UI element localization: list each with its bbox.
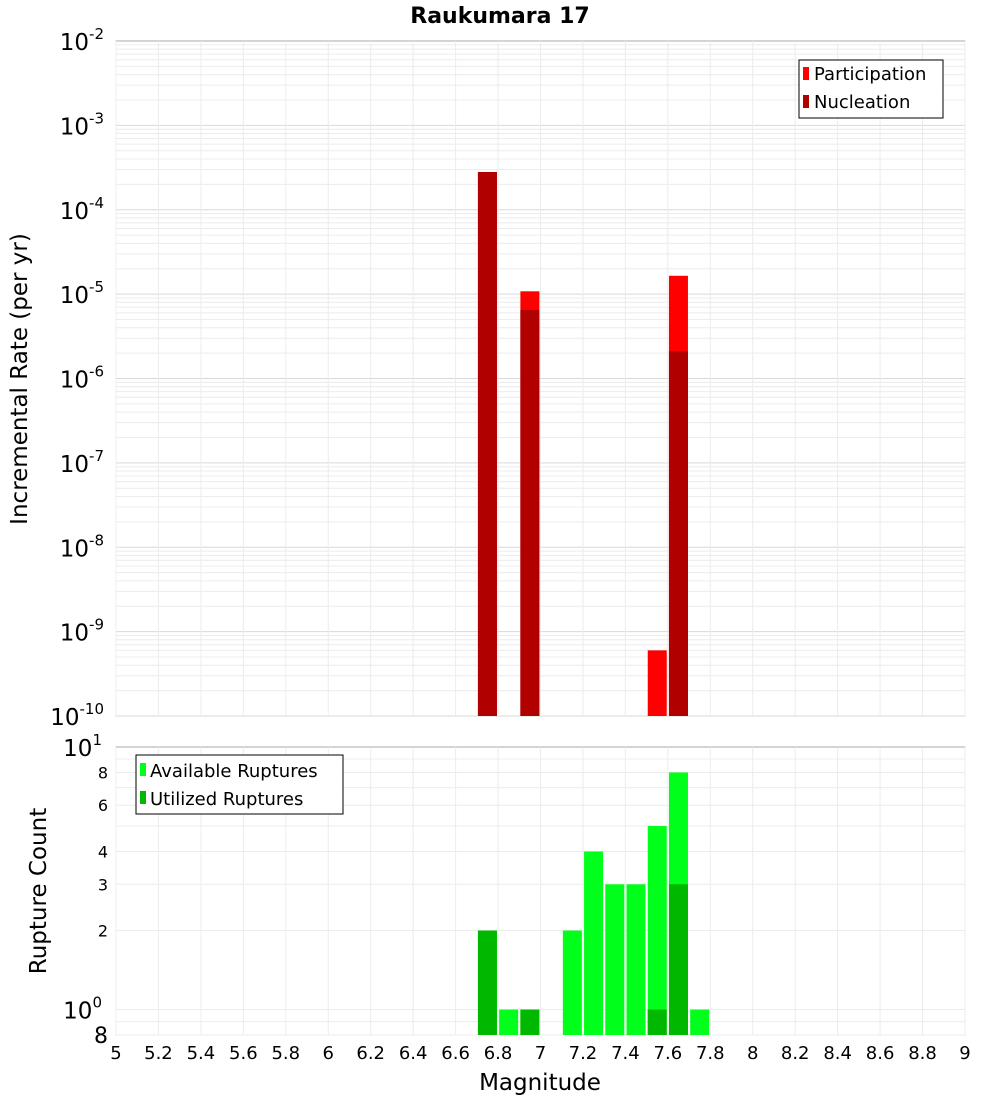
x-tick-label: 8 xyxy=(747,1043,758,1064)
rate-bars xyxy=(477,172,688,716)
utilized-rupture-bar xyxy=(647,1009,667,1035)
x-tick-label: 6.6 xyxy=(441,1043,470,1064)
x-tick-label: 5 xyxy=(110,1043,121,1064)
available-legend-label: Available Ruptures xyxy=(150,761,318,782)
x-tick-label: 5.2 xyxy=(144,1043,173,1064)
nucleation-legend-label: Nucleation xyxy=(814,92,910,113)
participation-bar xyxy=(647,650,667,716)
rate-y-tick-label: 10-2 xyxy=(60,25,104,56)
rate-y-tick-label: 10-10 xyxy=(50,700,104,731)
x-ticks: 5 5.2 5.4 5.6 5.8 6 6.2 6.4 6.6 6.8 7 7.2 7.4 7.6 7.8 8… xyxy=(110,1043,970,1064)
rate-y-tick-label: 10-7 xyxy=(60,447,104,478)
available-rupture-bar xyxy=(626,884,646,1035)
available-rupture-bar xyxy=(562,930,582,1035)
available-rupture-bar xyxy=(584,851,604,1035)
x-tick-label: 7 xyxy=(535,1043,546,1064)
available-legend-swatch xyxy=(140,763,146,776)
count-legend-box xyxy=(135,754,344,815)
count-y-tick-label: 2 xyxy=(98,922,108,941)
x-tick-label: 5.8 xyxy=(271,1043,300,1064)
x-tick-label: 6.4 xyxy=(399,1043,428,1064)
available-rupture-bar xyxy=(690,1009,710,1035)
utilized-rupture-bar xyxy=(477,930,497,1035)
rate-y-axis-label: Incremental Rate (per yr) xyxy=(7,233,33,525)
available-rupture-bar xyxy=(605,884,625,1035)
x-tick-label: 5.6 xyxy=(229,1043,258,1064)
utilized-rupture-bar xyxy=(668,884,688,1035)
participation-legend-swatch xyxy=(803,67,809,80)
x-tick-label: 8.4 xyxy=(823,1043,852,1064)
rate-y-tick-label: 10-5 xyxy=(60,278,104,309)
utilized-rupture-bar xyxy=(520,1009,540,1035)
rate-y-ticks: 10-2 10-3 10-4 10-5 10-6 10-7 10-8 10-9 10-10 xyxy=(50,25,104,731)
count-y-tick-label: 8 xyxy=(94,1024,108,1049)
x-tick-label: 8.8 xyxy=(908,1043,937,1064)
x-tick-label: 8.6 xyxy=(866,1043,895,1064)
nucleation-bar xyxy=(668,351,688,716)
count-y-tick-label: 4 xyxy=(98,842,108,861)
count-y-axis-label: Rupture Count xyxy=(26,808,52,974)
x-tick-label: 6 xyxy=(323,1043,334,1064)
x-tick-label: 7.2 xyxy=(569,1043,598,1064)
available-rupture-bar xyxy=(499,1009,519,1035)
x-tick-label: 6.2 xyxy=(356,1043,385,1064)
rate-legend: Participation Nucleation xyxy=(798,59,944,119)
x-axis-label: Magnitude xyxy=(479,1070,601,1096)
x-tick-label: 7.6 xyxy=(654,1043,683,1064)
count-bars xyxy=(477,772,710,1035)
utilized-legend-label: Utilized Ruptures xyxy=(150,789,303,810)
rate-legend-box xyxy=(798,59,944,119)
rate-y-tick-label: 10-6 xyxy=(60,363,104,394)
x-tick-label: 6.8 xyxy=(484,1043,513,1064)
count-y-tick-label: 100 xyxy=(63,994,102,1025)
chart-title: Raukumara 17 xyxy=(410,4,589,29)
x-tick-label: 8.2 xyxy=(781,1043,810,1064)
rate-y-tick-label: 10-4 xyxy=(60,194,104,225)
nucleation-bar xyxy=(520,309,540,716)
count-y-tick-label: 101 xyxy=(63,731,102,762)
rate-y-tick-label: 10-8 xyxy=(60,531,104,562)
x-tick-label: 7.8 xyxy=(696,1043,725,1064)
nucleation-bar xyxy=(477,172,497,716)
count-y-tick-label: 6 xyxy=(98,796,108,815)
participation-legend-label: Participation xyxy=(814,64,926,85)
x-tick-label: 7.4 xyxy=(611,1043,640,1064)
count-grid xyxy=(115,747,966,1036)
count-y-tick-label: 8 xyxy=(98,763,108,782)
count-legend: Available Ruptures Utilized Ruptures xyxy=(135,754,344,815)
utilized-legend-swatch xyxy=(140,791,146,804)
nucleation-legend-swatch xyxy=(803,95,809,108)
rate-grid xyxy=(115,41,966,717)
x-tick-label: 5.4 xyxy=(187,1043,216,1064)
rate-y-tick-label: 10-9 xyxy=(60,616,104,647)
rate-panel: 10-2 10-3 10-4 10-5 10-6 10-7 10-8 10-9 10-10 In… xyxy=(7,25,966,731)
count-y-tick-label: 3 xyxy=(98,875,108,894)
available-rupture-bar xyxy=(647,826,667,1035)
rate-y-tick-label: 10-3 xyxy=(60,109,104,140)
x-tick-label: 9 xyxy=(959,1043,970,1064)
